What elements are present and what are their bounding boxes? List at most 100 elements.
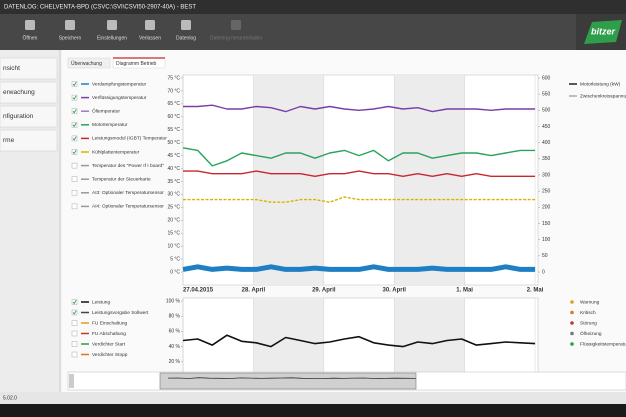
series-line [183, 170, 536, 178]
checkbox[interactable] [71, 108, 78, 114]
legend-label[interactable]: AI3: Optionaler Temperatursensor [92, 190, 164, 196]
checkbox[interactable] [71, 299, 78, 305]
toolbar-icon[interactable] [25, 20, 35, 30]
checkbox[interactable] [71, 351, 78, 358]
y-tick-label: 40 % [169, 344, 181, 350]
checkbox[interactable] [71, 81, 78, 87]
y-tick-label: 65 °C [167, 101, 180, 107]
checkmark [72, 299, 77, 305]
toolbar-label[interactable]: Datenlog herunterladen [210, 35, 262, 41]
tab-label[interactable]: Diagramm Betrieb [116, 61, 157, 67]
checkbox[interactable] [71, 341, 78, 347]
nav-button[interactable] [0, 57, 58, 80]
legend-label[interactable]: Temperatur der Steuerkarte [92, 176, 151, 182]
event-marker [570, 310, 574, 315]
nav-label[interactable]: rme [3, 137, 15, 144]
toolbar-label[interactable]: Datenlog [176, 35, 196, 41]
legend-label[interactable]: Verdichter Stopp [92, 352, 128, 358]
logo-shape [584, 20, 622, 44]
toolbar-icon[interactable] [231, 20, 241, 30]
navigator-handle[interactable] [69, 374, 74, 388]
plot-area [182, 297, 539, 381]
day-shade [253, 298, 324, 380]
nav-label[interactable]: nfiguration [3, 113, 34, 120]
y-tick-label: 25 °C [167, 205, 180, 211]
checkbox[interactable] [71, 330, 78, 337]
checkbox[interactable] [71, 309, 78, 316]
toolbar-icon[interactable] [181, 20, 191, 30]
navigator-window[interactable] [159, 372, 417, 390]
toolbar-label[interactable]: Verlassen [139, 35, 161, 41]
event-marker [570, 331, 574, 336]
legend-label[interactable]: Öltemperatur [92, 107, 120, 114]
legend-label[interactable]: Leistungsmodul (IGBT) Temperatur [92, 136, 167, 142]
status-text: 5.02.0 [3, 395, 17, 401]
legend-label[interactable]: AI4: Optionaler Temperatursensor [92, 204, 164, 210]
checkbox[interactable] [71, 122, 78, 128]
x-tick-label: 2. Mai [527, 288, 544, 294]
checkbox[interactable] [71, 162, 78, 169]
nav-label[interactable]: erwachung [3, 89, 35, 96]
y-tick-label: 60 °C [167, 114, 180, 120]
y2-tick-label: 350 [542, 156, 551, 162]
toolbar-icon[interactable] [145, 20, 155, 30]
toolbar-icon[interactable] [65, 20, 75, 30]
event-marker [570, 321, 574, 325]
toolbar-icon[interactable] [107, 20, 117, 30]
toolbar-label[interactable]: Öffnen [23, 34, 38, 41]
logo-text: bitzer [591, 26, 616, 36]
checkbox[interactable] [71, 149, 78, 155]
checkbox[interactable] [71, 203, 78, 210]
checkbox[interactable] [71, 320, 78, 326]
legend-label[interactable]: Leistungsvorgabe Sollwert [92, 310, 149, 316]
legend-label[interactable]: Motortemperatur [92, 122, 128, 128]
y-tick-label: 35 °C [167, 179, 180, 185]
window-title: DATENLOG: CHELVENTA-BPD (CSVC:\SVI\CSVI5… [4, 5, 196, 11]
event-label: Ölheizung [580, 330, 602, 337]
checkbox[interactable] [71, 190, 78, 196]
nav-button[interactable] [0, 105, 58, 128]
legend-label[interactable]: Verdichter Start [92, 341, 126, 347]
event-label: Kritisch [580, 310, 596, 316]
legend-label[interactable]: Verflüssigungstemperatur [92, 95, 147, 101]
x-tick-label: 30. April [383, 288, 407, 294]
y-tick-label: 20 °C [167, 218, 180, 224]
legend-label: Motorleistung (kW) [580, 81, 621, 87]
title-bar [0, 0, 626, 14]
nav-label[interactable]: nsicht [3, 65, 20, 72]
legend-label[interactable]: Kühlplattentemperatur [92, 149, 140, 155]
nav-button[interactable] [0, 81, 58, 104]
tab[interactable] [67, 57, 111, 69]
plot-area [182, 74, 539, 286]
legend-label[interactable]: FU Einschaltung [92, 320, 128, 326]
legend-label[interactable]: Temperatur des "Power If I board" [92, 163, 164, 169]
legend-label[interactable]: Leistung [92, 299, 110, 305]
y2-tick-label: 250 [542, 188, 551, 194]
legend-label[interactable]: Verdampfungstemperatur [92, 81, 147, 87]
x-tick-label: 29. April [312, 288, 336, 294]
checkbox[interactable] [71, 94, 78, 101]
toolbar-label[interactable]: Einstellungen [97, 35, 127, 41]
y2-tick-label: 100 [542, 237, 551, 243]
legend-label[interactable]: FU Abschaltung [92, 331, 126, 337]
y-tick-label: 5 °C [170, 256, 180, 262]
y-tick-label: 50 °C [167, 140, 180, 146]
checkbox[interactable] [71, 135, 78, 142]
toolbar-label[interactable]: Speichern [59, 35, 82, 41]
y2-tick-label: 200 [542, 205, 551, 211]
checkmark [72, 310, 77, 315]
navigator[interactable] [67, 371, 626, 391]
y-tick-label: 20 % [169, 359, 181, 365]
nav-button[interactable] [0, 129, 58, 152]
event-label: Störung [580, 320, 597, 326]
day-shade [394, 75, 465, 285]
checkmark [72, 122, 77, 128]
navigator-line [167, 377, 416, 380]
checkmark [72, 109, 77, 114]
tab-label[interactable]: Überwachung [71, 60, 102, 67]
y-tick-label: 60 % [169, 329, 181, 335]
checkbox[interactable] [71, 176, 78, 182]
toolbar [0, 14, 626, 50]
